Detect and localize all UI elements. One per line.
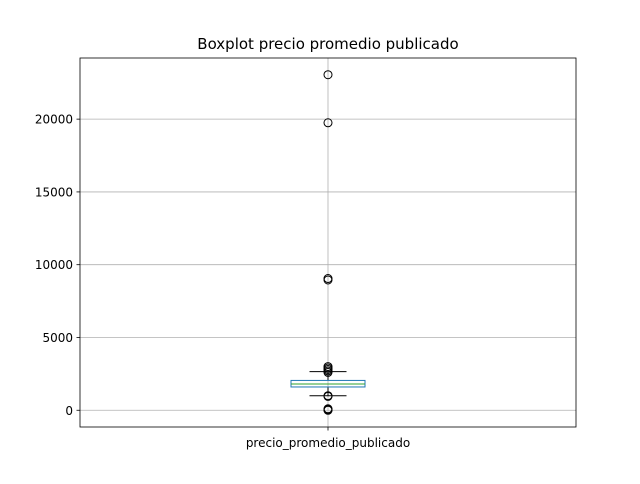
y-tick-label: 5000	[42, 331, 73, 345]
outlier-point	[323, 70, 333, 80]
chart-title: Boxplot precio promedio publicado	[197, 35, 458, 53]
outlier-point	[323, 362, 333, 372]
y-tick-label: 15000	[35, 185, 73, 199]
data-layer	[290, 70, 366, 415]
x-tick-label: precio_promedio_publicado	[246, 436, 410, 450]
outlier-point	[323, 274, 333, 284]
tick-layer: 0 5000 10000 15000 20000 precio_promedio_publ…	[35, 113, 410, 450]
outlier-point	[323, 391, 333, 401]
y-tick-label: 0	[65, 404, 73, 418]
y-tick-label: 20000	[35, 113, 73, 127]
outlier-point	[323, 404, 333, 414]
y-tick-label: 10000	[35, 258, 73, 272]
outlier-point	[323, 118, 333, 128]
